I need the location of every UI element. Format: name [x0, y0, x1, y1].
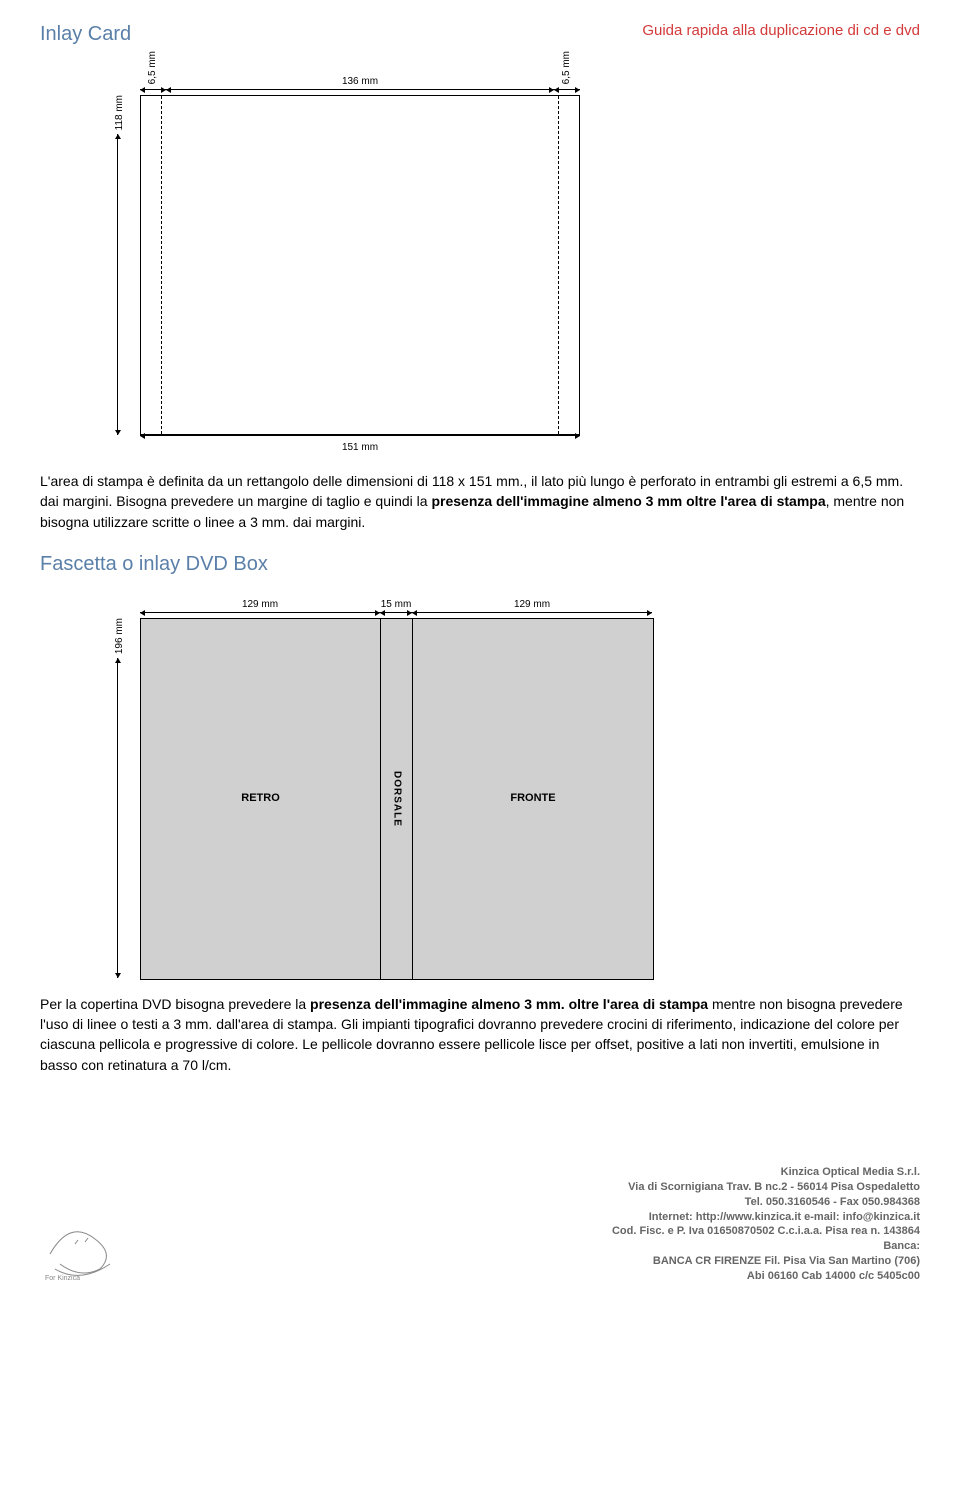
dvd-panel-fronte: FRONTE	[413, 619, 653, 979]
dvd-panel-retro: RETRO	[141, 619, 381, 979]
signature-doodle: For Kinzica	[40, 1214, 160, 1284]
dvd-panel-dorsale: DORSALE	[381, 619, 413, 979]
dvd-paragraph: Per la copertina DVD bisogna prevedere l…	[40, 994, 920, 1075]
dvd-left-label: 196 mm	[113, 618, 127, 654]
inlay-bottom-label: 151 mm	[342, 442, 378, 453]
section-heading-dvd: Fascetta o inlay DVD Box	[40, 550, 920, 578]
doc-title: Guida rapida alla duplicazione di cd e d…	[642, 20, 920, 41]
svg-text:For Kinzica: For Kinzica	[45, 1275, 80, 1282]
inlay-paragraph: L'area di stampa è definita da un rettan…	[40, 471, 920, 532]
footer: For Kinzica Kinzica Optical Media S.r.l.…	[40, 1165, 920, 1284]
dvd-box-diagram: 129 mm15 mm129 mm 196 mm RETRO DORSALE F…	[100, 598, 660, 980]
inlay-left-label: 118 mm	[113, 95, 127, 130]
footer-text: Kinzica Optical Media S.r.l.Via di Scorn…	[612, 1165, 920, 1284]
section-heading-inlay: Inlay Card	[40, 20, 131, 48]
inlay-rect	[140, 95, 580, 435]
inlay-card-diagram: 6,5 mm136 mm6,5 mm 118 mm 151 mm	[100, 73, 620, 457]
